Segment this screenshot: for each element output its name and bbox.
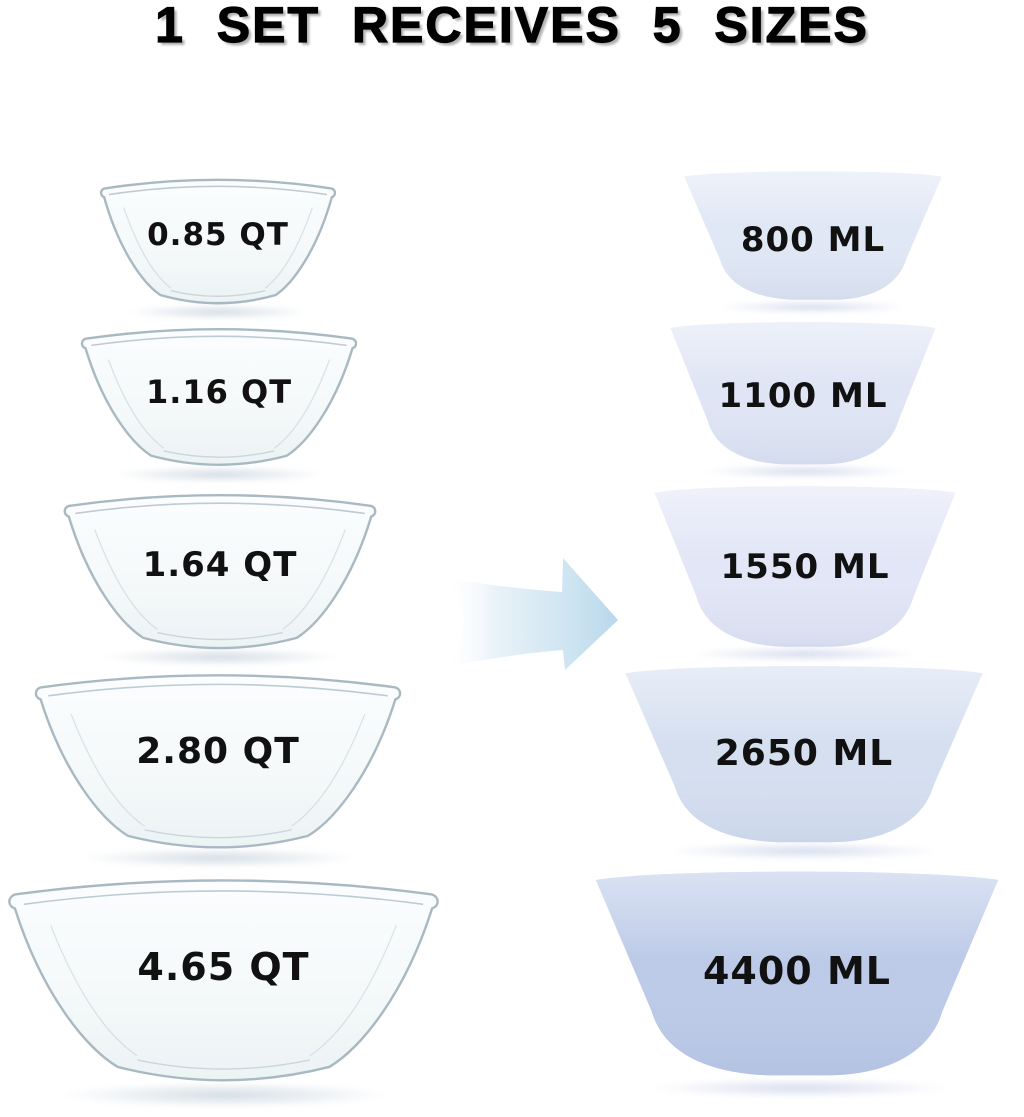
page-title: 1 SET RECEIVES 5 SIZES	[155, 0, 869, 54]
glass-bowl-graphic	[58, 478, 382, 654]
glass-bowl-graphic	[76, 314, 362, 470]
glass-bowl: 1.16 QT	[76, 314, 362, 470]
bowl-shadow	[60, 1082, 390, 1108]
silhouette-shadow	[702, 464, 908, 479]
silhouette-shadow	[650, 1078, 950, 1098]
bowl-ml-label: 1550 ML	[720, 547, 890, 587]
bowl-ml-label: 4400 ML	[702, 948, 892, 993]
bowl-qt-label: 2.80 QT	[136, 731, 300, 773]
bowl-shadow	[126, 304, 310, 320]
silhouette-shadow	[716, 300, 910, 314]
glass-bowl: 0.85 QT	[96, 166, 340, 308]
bowl-ml-label: 1100 ML	[718, 376, 888, 416]
bowl-qt-label: 1.64 QT	[142, 544, 298, 585]
bowl-shadow	[112, 466, 326, 483]
bowl-silhouette: 2650 ML	[614, 656, 994, 848]
bowl-shadow	[78, 848, 358, 868]
glass-bowl-graphic	[0, 858, 447, 1088]
glass-bowl-graphic	[96, 166, 340, 308]
bowl-qt-label: 1.16 QT	[145, 373, 293, 412]
silhouette-shadow	[664, 842, 944, 860]
bowl-qt-label: 4.65 QT	[137, 945, 310, 990]
bowl-silhouette: 4400 ML	[583, 860, 1011, 1082]
bowl-silhouette: 1100 ML	[662, 314, 944, 469]
glass-bowl: 2.80 QT	[28, 656, 408, 854]
glass-bowl: 1.64 QT	[58, 478, 382, 654]
glass-bowl: 4.65 QT	[0, 858, 447, 1088]
bowl-ml-label: 2650 ML	[714, 732, 894, 774]
bowl-qt-label: 0.85 QT	[147, 217, 289, 254]
bowl-shadow	[100, 648, 340, 666]
right-arrow-icon	[435, 550, 630, 675]
bowl-silhouette: 800 ML	[676, 164, 950, 304]
bowl-silhouette: 1550 ML	[645, 477, 965, 652]
glass-bowl-graphic	[28, 656, 408, 854]
silhouette-shadow	[690, 646, 920, 662]
bowl-ml-label: 800 ML	[740, 220, 886, 260]
